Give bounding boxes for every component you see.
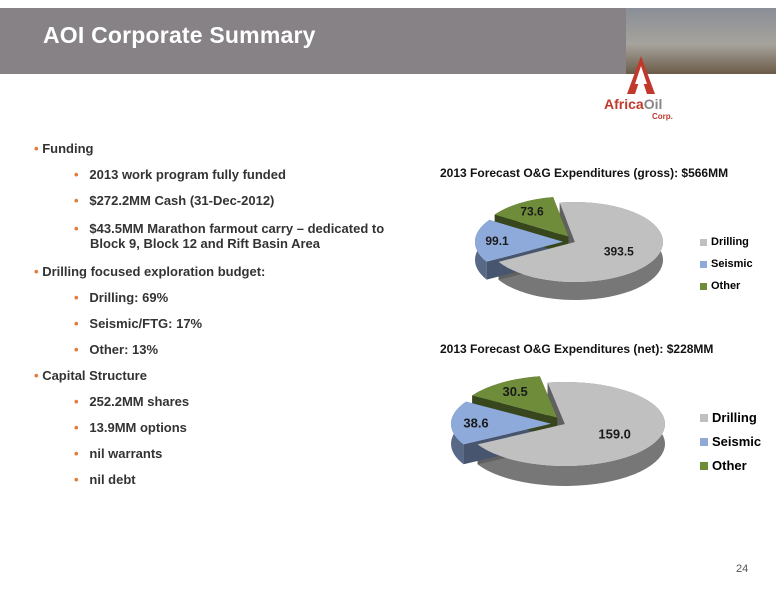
bullet-item: • Seismic/FTG: 17% (74, 316, 203, 331)
legend-label: Seismic (712, 434, 762, 449)
bullet-item: Block 9, Block 12 and Rift Basin Area (90, 236, 320, 251)
legend-item: Drilling (700, 236, 753, 248)
logo-suffix: Corp. (652, 112, 673, 121)
pie-chart-gross: 393.5 99.1 73.6 (475, 197, 663, 300)
legend-label: Drilling (711, 236, 749, 248)
header-bar (0, 8, 776, 74)
bullet-item: • Drilling: 69% (74, 290, 169, 305)
company-logo-icon (627, 56, 655, 94)
legend-swatch (700, 437, 708, 446)
legend-label: Drilling (712, 410, 757, 425)
bullet-item: • 252.2MM shares (74, 394, 190, 409)
chart-title-gross: 2013 Forecast O&G Expenditures (gross): … (440, 166, 729, 180)
bullet-item: • $272.2MM Cash (31-Dec-2012) (74, 193, 275, 208)
bullet-item: • 13.9MM options (74, 420, 187, 435)
legend-item: Drilling (700, 410, 761, 425)
legend-swatch (700, 238, 707, 246)
pie-slice-seismic (475, 219, 564, 262)
bullet-item: • Funding (34, 141, 94, 156)
legend-swatch (700, 461, 708, 470)
bullet-item: • nil debt (74, 472, 136, 487)
pie-data-label: 159.0 (598, 426, 631, 441)
pie-data-label: 393.5 (604, 244, 634, 258)
bullet-item: • Drilling focused exploration budget: (34, 264, 266, 279)
legend-label: Other (711, 280, 741, 292)
legend-item: Seismic (700, 258, 753, 270)
page-title: AOI Corporate Summary (43, 22, 316, 48)
page-number: 24 (736, 563, 749, 575)
bullet-item: • 2013 work program fully funded (74, 167, 286, 182)
bullet-item: • Capital Structure (34, 368, 147, 383)
legend-swatch (700, 282, 707, 290)
logo-wordmark: AfricaOil (604, 96, 663, 112)
pie-slice-other (472, 376, 558, 418)
legend-swatch (700, 260, 707, 268)
pie-slice-seismic (451, 401, 552, 445)
legend-gross: Drilling Seismic Other (700, 236, 753, 302)
pie-slice-other (494, 197, 569, 237)
bullet-item: • Other: 13% (74, 342, 159, 357)
pie-data-label: 99.1 (485, 234, 509, 248)
bullet-item: • $43.5MM Marathon farmout carry – dedic… (74, 221, 385, 236)
legend-item: Seismic (700, 434, 761, 449)
legend-label: Other (712, 458, 747, 473)
legend-item: Other (700, 280, 753, 292)
pie-slice-drilling (498, 202, 663, 282)
pie-slice-drilling (477, 382, 665, 466)
chart-title-net: 2013 Forecast O&G Expenditures (net): $2… (440, 342, 714, 356)
legend-item: Other (700, 458, 761, 473)
pie-data-label: 30.5 (502, 384, 527, 399)
pie-data-label: 73.6 (520, 204, 544, 218)
header-photo (626, 8, 776, 74)
legend-net: Drilling Seismic Other (700, 410, 761, 482)
pie-data-label: 38.6 (463, 415, 488, 430)
legend-label: Seismic (711, 258, 753, 270)
bullet-item: • nil warrants (74, 446, 163, 461)
legend-swatch (700, 413, 708, 422)
pie-chart-net: 159.0 38.6 30.5 (451, 376, 665, 486)
